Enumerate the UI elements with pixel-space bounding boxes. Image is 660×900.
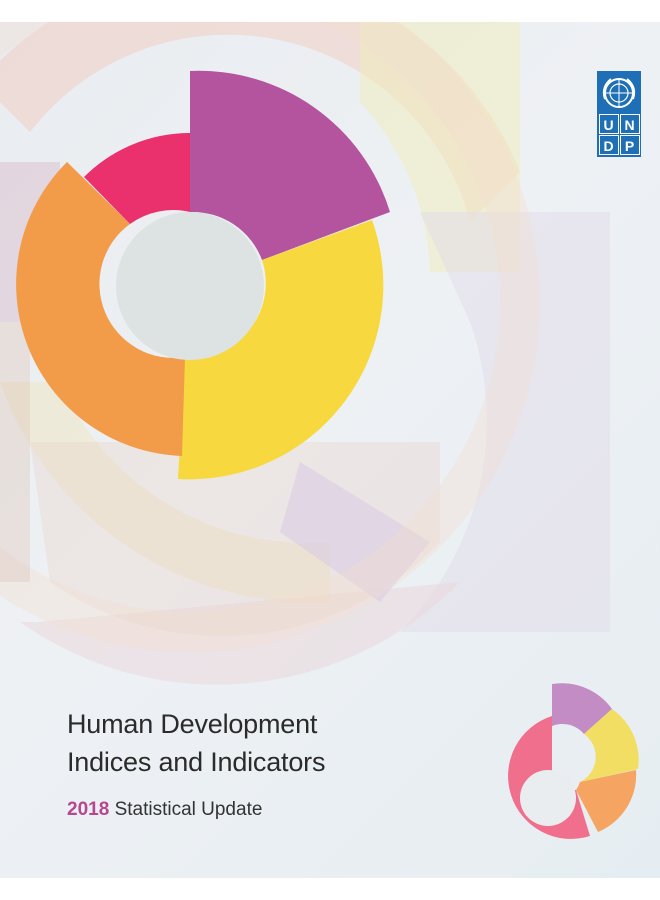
undp-letters: U N D P: [598, 114, 640, 155]
donut-segment-pink: [84, 133, 190, 224]
undp-letter-d: D: [598, 135, 619, 155]
faded-ring-segment: [280, 462, 430, 602]
donut-hole: [116, 212, 264, 360]
small-donut-segment-orange: [576, 770, 637, 832]
small-donut-segment-yellow: [580, 709, 639, 782]
donut-segment-purple: [190, 70, 390, 260]
undp-logo[interactable]: U N D P: [597, 71, 641, 157]
faded-ring-segment: [400, 212, 610, 632]
report-title: Human Development Indices and Indicators: [67, 705, 325, 781]
title-line-2: Indices and Indicators: [67, 747, 326, 777]
faded-ring-segment: [0, 382, 330, 603]
faded-ring-shapes: [0, 22, 610, 685]
report-subtitle: 2018 Statistical Update: [67, 799, 262, 821]
main-donut: [16, 70, 390, 480]
undp-letter-p: P: [619, 135, 640, 155]
title-line-1: Human Development: [67, 709, 318, 739]
faded-ring-segment: [360, 22, 520, 272]
report-cover: U N D P Human Development Indices and In…: [0, 22, 660, 878]
undp-letter-u: U: [598, 114, 619, 134]
donut-segment-yellow: [178, 220, 384, 480]
small-donut-hole: [520, 770, 576, 826]
un-emblem-icon: [602, 78, 636, 108]
small-donut-graphic: [508, 683, 639, 839]
small-donut-segment-purple: [552, 683, 612, 734]
undp-letter-n: N: [619, 114, 640, 134]
faded-ring-segment: [0, 322, 30, 582]
donut-segment-orange: [16, 162, 186, 456]
faded-ring-circle: [0, 22, 540, 652]
subtitle-year: 2018: [67, 799, 110, 820]
faded-ring-segment: [20, 582, 460, 685]
subtitle-text: Statistical Update: [114, 799, 263, 820]
cover-artwork: [0, 22, 610, 685]
